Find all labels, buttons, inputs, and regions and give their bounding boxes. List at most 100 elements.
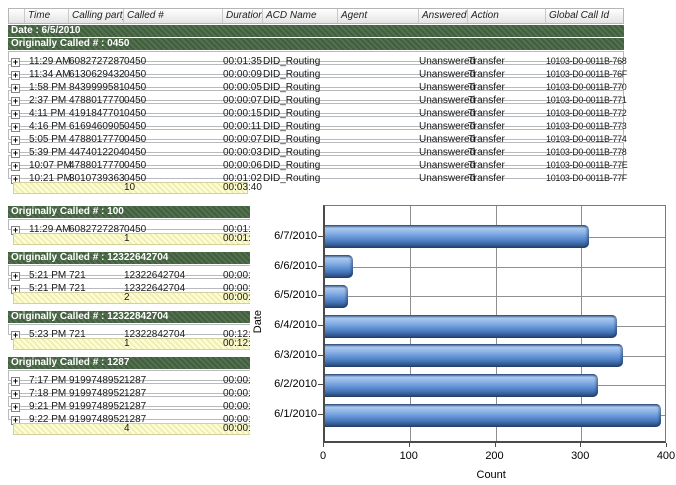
chart-bar xyxy=(325,225,589,248)
cell-calling-party: 9199748952 xyxy=(69,400,125,412)
cell-time: 10:21 PM xyxy=(29,172,72,184)
table-row[interactable]: +11:29 AM 6082727287 0450 00:01:35 DID_Routi… xyxy=(8,51,627,67)
cell-time: 4:16 PM xyxy=(29,120,67,132)
column-header-time[interactable]: Time xyxy=(25,9,69,23)
table-row[interactable]: +7:18 PM 9199748952 1287 00:00:12 xyxy=(8,383,265,399)
expand-row-icon[interactable]: + xyxy=(11,122,20,132)
chart-y-tick-label: 6/7/2010 xyxy=(274,230,317,242)
column-header-duration[interactable]: Duration xyxy=(223,9,263,23)
call-group: Originally Called # : 12322842704 +5:23 P… xyxy=(8,311,265,350)
expand-row-icon[interactable]: + xyxy=(11,96,20,106)
cell-action: Transfer xyxy=(468,68,505,80)
table-row[interactable]: +2:37 PM 4788017770 0450 00:00:07 DID_Routin… xyxy=(8,90,627,106)
table-row[interactable]: +11:29 AM 6082727287 0450 00:01:35 xyxy=(8,219,265,235)
cell-calling-party: 9199748952 xyxy=(69,413,125,425)
cell-time: 11:34 AM xyxy=(29,68,71,80)
expand-row-icon[interactable]: + xyxy=(11,376,20,386)
cell-global-call-id: 10103-D0-0011B-771 xyxy=(546,94,627,105)
cell-duration: 00:12:23 xyxy=(223,328,262,340)
table-row[interactable]: +7:17 PM 9199748952 1287 00:00:13 xyxy=(8,370,265,386)
chart-y-tick xyxy=(318,236,323,237)
chart-y-tick-label: 6/6/2010 xyxy=(274,260,317,272)
expand-cell: + xyxy=(9,397,25,415)
cell-duration: 00:00:05 xyxy=(223,81,262,93)
group-header: Originally Called # : 12322642704 xyxy=(8,252,265,264)
chart-bar xyxy=(325,374,598,397)
table-row[interactable]: +4:11 PM 4191847701 0450 00:00:15 DID_Routin… xyxy=(8,103,627,119)
table-row[interactable]: +5:21 PM 721 12322642704 00:00:34 xyxy=(8,278,265,294)
chart-horizontal-gridline xyxy=(325,296,665,297)
column-header-action[interactable]: Action xyxy=(468,9,546,23)
table-row[interactable]: +5:21 PM 721 12322642704 00:00:09 xyxy=(8,265,265,281)
expand-row-icon[interactable]: + xyxy=(11,148,20,158)
group-header: Originally Called # : 100 xyxy=(8,206,265,218)
table-row[interactable]: +9:22 PM 9199748952 1287 00:00:11 xyxy=(8,409,265,425)
cell-calling-party: 9199748952 xyxy=(69,374,125,386)
expand-row-icon[interactable]: + xyxy=(11,109,20,119)
call-group: Originally Called # : 100 +11:29 AM 608272… xyxy=(8,206,265,245)
cell-called-number: 0450 xyxy=(124,223,147,235)
expand-row-icon[interactable]: + xyxy=(11,70,20,80)
chart-x-tick-label: 300 xyxy=(571,450,590,462)
table-row[interactable]: +5:23 PM 721 12322842704 00:12:23 xyxy=(8,324,265,340)
cell-acd-name: DID_Routing xyxy=(263,94,321,106)
column-header-called-number[interactable]: Called # xyxy=(124,9,223,23)
expand-row-icon[interactable]: + xyxy=(11,161,20,171)
cell-acd-name: DID_Routing xyxy=(263,146,321,158)
expand-cell: + xyxy=(9,371,25,389)
cell-called-number: 12322642704 xyxy=(124,269,186,281)
cell-called-number: 0450 xyxy=(124,81,147,93)
cell-calling-party: 4191847701 xyxy=(69,107,125,119)
cell-acd-name: DID_Routing xyxy=(263,68,321,80)
table-row[interactable]: +5:39 PM 4474012204 0450 00:00:03 DID_Routin… xyxy=(8,142,627,158)
cell-global-call-id: 10103-D0-0011B-77E xyxy=(546,159,628,170)
summary-total-duration: 00:01:35 xyxy=(223,233,262,244)
expand-row-icon[interactable]: + xyxy=(11,389,20,399)
expand-row-icon[interactable]: + xyxy=(11,57,20,67)
expand-cell: + xyxy=(9,156,25,174)
expand-cell: + xyxy=(9,266,25,284)
expand-row-icon[interactable]: + xyxy=(11,83,20,93)
table-row[interactable]: +10:21 PM 3010739363 0450 00:01:02 DID_Routi… xyxy=(8,168,627,184)
table-row[interactable]: +9:21 PM 9199748952 1287 00:00:14 xyxy=(8,396,265,412)
column-header-answered[interactable]: Answered xyxy=(419,9,468,23)
summary-total-duration: 00:00:43 xyxy=(223,292,262,303)
chart-y-tick xyxy=(318,384,323,385)
cell-calling-party: 3010739363 xyxy=(69,172,125,184)
chart-y-tick xyxy=(318,266,323,267)
expand-cell: + xyxy=(9,117,25,135)
table-row[interactable]: +10:07 PM 4788017770 0450 00:00:06 DID_Routi… xyxy=(8,155,628,171)
chart-x-tick-label: 400 xyxy=(656,450,676,462)
cell-duration: 00:00:06 xyxy=(223,159,262,171)
cell-duration: 00:00:03 xyxy=(223,146,262,158)
table-row[interactable]: +1:58 PM 8439999581 0450 00:00:05 DID_Routin… xyxy=(8,77,627,93)
column-header-agent[interactable]: Agent xyxy=(338,9,419,23)
cell-duration: 00:00:12 xyxy=(223,387,262,399)
cell-called-number: 0450 xyxy=(124,146,147,158)
expand-row-icon[interactable]: + xyxy=(11,135,20,145)
cell-time: 10:07 PM xyxy=(29,159,72,171)
column-header-acd-name[interactable]: ACD Name xyxy=(263,9,338,23)
expand-row-icon[interactable]: + xyxy=(11,271,20,281)
table-row[interactable]: +5:05 PM 4788017770 0450 00:00:07 DID_Routin… xyxy=(8,129,627,145)
expand-row-icon[interactable]: + xyxy=(11,402,20,412)
expand-cell: + xyxy=(9,130,25,148)
cell-acd-name: DID_Routing xyxy=(263,120,321,132)
table-row[interactable]: +4:16 PM 6169460905 0450 00:00:11 DID_Routin… xyxy=(8,116,627,132)
cell-duration: 00:00:07 xyxy=(223,133,262,145)
expand-cell: + xyxy=(9,65,25,83)
cell-called-number: 0450 xyxy=(124,120,147,132)
column-header-calling-party[interactable]: Calling party # xyxy=(69,9,124,23)
cell-answered: Unanswered xyxy=(419,68,476,80)
column-header-global-call-id[interactable]: Global Call Id xyxy=(549,10,610,21)
cell-duration: 00:00:11 xyxy=(223,413,262,425)
cell-time: 7:18 PM xyxy=(29,387,67,399)
expand-cell: + xyxy=(9,91,25,109)
cell-time: 2:37 PM xyxy=(29,94,67,106)
table-row[interactable]: +11:34 AM 6130629432 0450 00:00:09 DID_Routi… xyxy=(8,64,627,80)
group-summary-row: 1 00:01:35 xyxy=(13,233,265,245)
cell-time: 9:22 PM xyxy=(29,413,67,425)
expand-cell: + xyxy=(9,52,25,70)
